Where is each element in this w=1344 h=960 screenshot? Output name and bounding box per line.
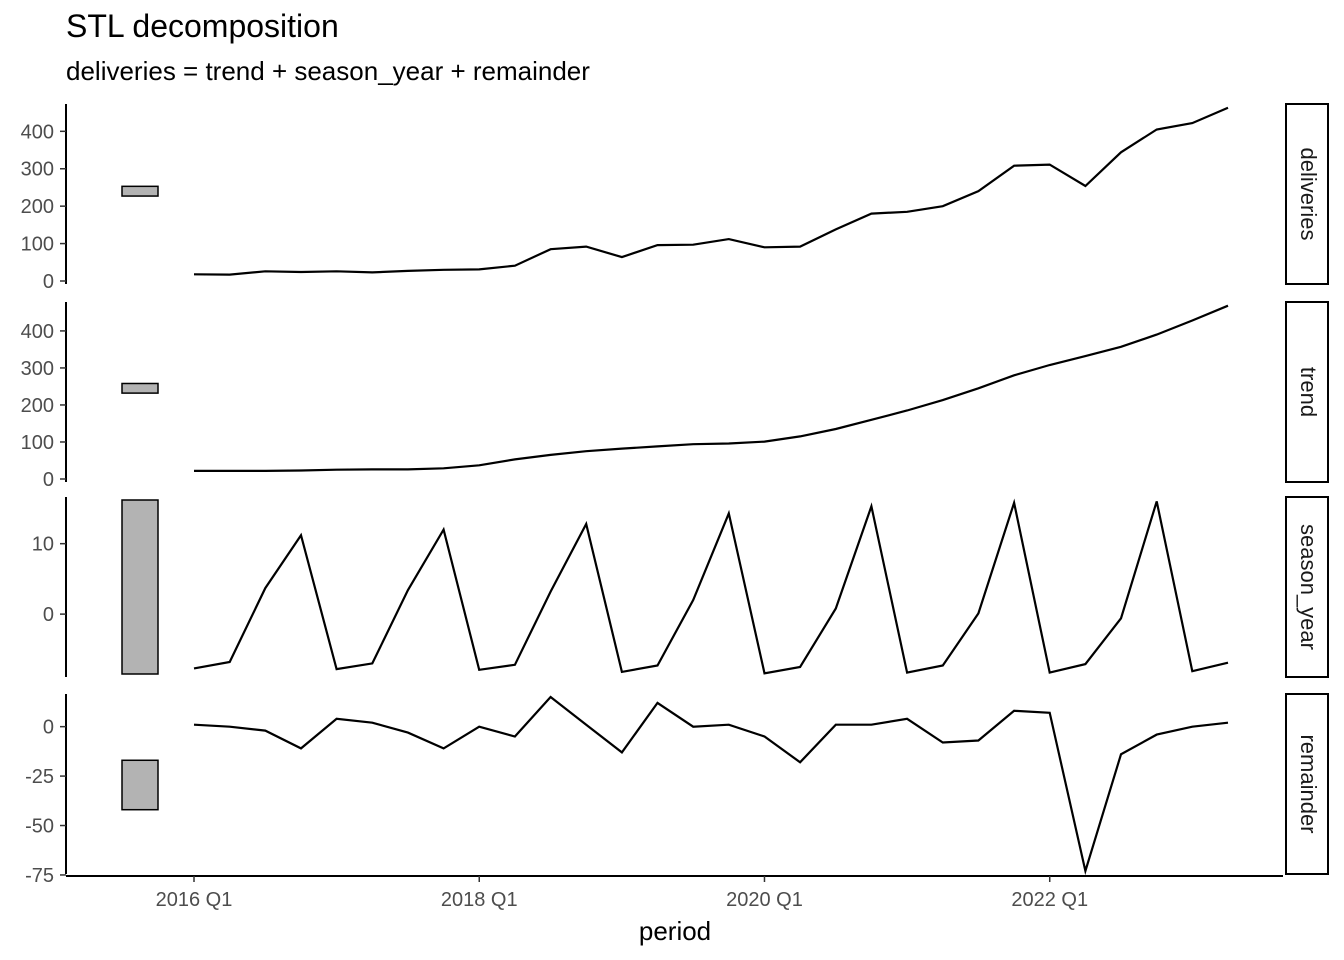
y-tick-label-trend: 200 — [21, 395, 54, 417]
x-tick-label: 2016 Q1 — [156, 889, 233, 911]
strip-label-remainder: remainder — [1296, 734, 1321, 833]
y-tick-label-deliveries: 400 — [21, 121, 54, 143]
y-tick-label-deliveries: 300 — [21, 159, 54, 181]
scale-bar-trend — [121, 382, 159, 394]
y-tick-label-remainder: 0 — [43, 717, 54, 739]
scale-bar-deliveries — [121, 185, 159, 197]
x-axis-title: period — [639, 916, 711, 946]
y-tick-label-deliveries: 100 — [21, 234, 54, 256]
strip-box-remainder — [1285, 693, 1329, 875]
y-tick-label-remainder: -25 — [25, 766, 54, 788]
y-tick-label-deliveries: 0 — [43, 271, 54, 293]
y-tick-label-trend: 0 — [43, 469, 54, 491]
scale-bar-remainder — [121, 759, 159, 811]
series-line-remainder — [193, 695, 1229, 876]
strip-box-season_year — [1285, 496, 1329, 678]
y-tick-label-season_year: 0 — [43, 604, 54, 626]
series-line-trend — [194, 304, 1229, 472]
strip-label-season_year: season_year — [1296, 524, 1321, 650]
chart-title: STL decomposition — [66, 8, 339, 44]
chart-subtitle: deliveries = trend + season_year + remai… — [66, 56, 590, 86]
y-tick-label-remainder: -75 — [25, 865, 54, 887]
strip-box-trend — [1285, 301, 1329, 483]
strip-box-deliveries — [1285, 103, 1329, 285]
strip-label-trend: trend — [1296, 367, 1321, 417]
y-tick-label-remainder: -50 — [25, 816, 54, 838]
series-line-deliveries — [193, 106, 1229, 276]
y-tick-label-trend: 100 — [21, 432, 54, 454]
y-tick-label-season_year: 10 — [32, 534, 54, 556]
x-tick-label: 2022 Q1 — [1011, 889, 1088, 911]
x-tick-label: 2020 Q1 — [726, 889, 803, 911]
y-tick-label-trend: 300 — [21, 358, 54, 380]
x-tick-label: 2018 Q1 — [441, 889, 518, 911]
strip-label-deliveries: deliveries — [1296, 148, 1321, 241]
scale-bar-season_year — [121, 499, 159, 675]
series-line-season_year — [193, 498, 1229, 675]
y-tick-label-trend: 400 — [21, 321, 54, 343]
y-tick-label-deliveries: 200 — [21, 196, 54, 218]
